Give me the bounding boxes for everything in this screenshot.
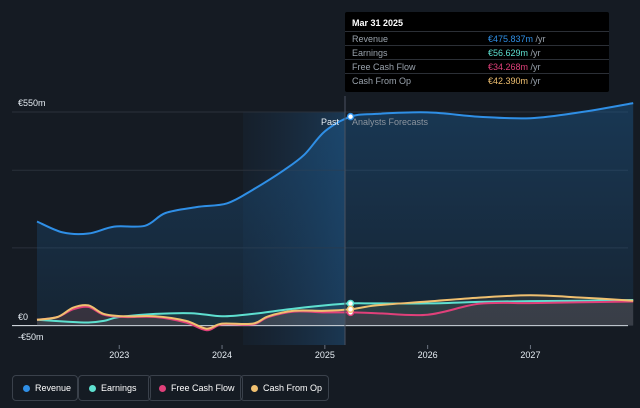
legend-label: Earnings bbox=[101, 383, 137, 393]
legend-dot-icon bbox=[23, 385, 30, 392]
x-tick-label: 2025 bbox=[315, 350, 335, 360]
y-label-zero: €0 bbox=[18, 312, 28, 322]
x-tick-label: 2026 bbox=[418, 350, 438, 360]
past-label: Past bbox=[321, 117, 340, 127]
legend-dot-icon bbox=[89, 385, 96, 392]
series-line-revenue bbox=[36, 102, 634, 236]
x-tick-label: 2027 bbox=[520, 350, 540, 360]
x-axis-ticks: 2023 2024 2025 2026 2027 bbox=[109, 345, 540, 360]
legend-label: Free Cash Flow bbox=[171, 383, 235, 393]
tooltip-date: Mar 31 2025 bbox=[352, 18, 404, 28]
legend-item-free-cash-flow[interactable]: Free Cash Flow bbox=[148, 375, 243, 401]
tooltip-value: €42.390m /yr bbox=[488, 76, 541, 86]
marker-revenue bbox=[346, 112, 355, 121]
tooltip-row-cfo: Cash From Op €42.390m /yr bbox=[345, 73, 609, 88]
tooltip-label: Earnings bbox=[352, 48, 388, 58]
tooltip-value: €475.837m /yr bbox=[488, 34, 546, 44]
legend-item-revenue[interactable]: Revenue bbox=[12, 375, 78, 401]
series-lines bbox=[36, 102, 634, 332]
legend-label: Revenue bbox=[35, 383, 72, 393]
series-line-earnings bbox=[36, 299, 634, 324]
tooltip-label: Revenue bbox=[352, 34, 389, 44]
legend-dot-icon bbox=[159, 385, 166, 392]
tooltip-value: €34.268m /yr bbox=[488, 62, 541, 72]
series-markers bbox=[346, 112, 355, 317]
x-tick-label: 2024 bbox=[212, 350, 232, 360]
tooltip-row-revenue: Revenue €475.837m /yr bbox=[345, 31, 609, 46]
forecast-label: Analysts Forecasts bbox=[352, 117, 429, 127]
tooltip-row-earnings: Earnings €56.629m /yr bbox=[345, 45, 609, 60]
y-label-top: €550m bbox=[18, 98, 46, 108]
tooltip-label: Cash From Op bbox=[352, 76, 412, 86]
legend-label: Cash From Op bbox=[263, 383, 323, 393]
tooltip-label: Free Cash Flow bbox=[352, 62, 416, 72]
legend-item-earnings[interactable]: Earnings bbox=[78, 375, 151, 401]
marker-cash-from-op bbox=[346, 305, 355, 314]
legend-dot-icon bbox=[251, 385, 258, 392]
tooltip-value: €56.629m /yr bbox=[488, 48, 541, 58]
series-line-cash-from-op bbox=[36, 294, 634, 330]
legend-item-cash-from-op[interactable]: Cash From Op bbox=[240, 375, 329, 401]
tooltip-row-fcf: Free Cash Flow €34.268m /yr bbox=[345, 59, 609, 74]
series-area-revenue bbox=[37, 103, 634, 326]
y-label-bottom: -€50m bbox=[18, 332, 44, 342]
x-tick-label: 2023 bbox=[109, 350, 129, 360]
hover-tooltip: Mar 31 2025 Revenue €475.837m /yr Earnin… bbox=[345, 12, 609, 92]
